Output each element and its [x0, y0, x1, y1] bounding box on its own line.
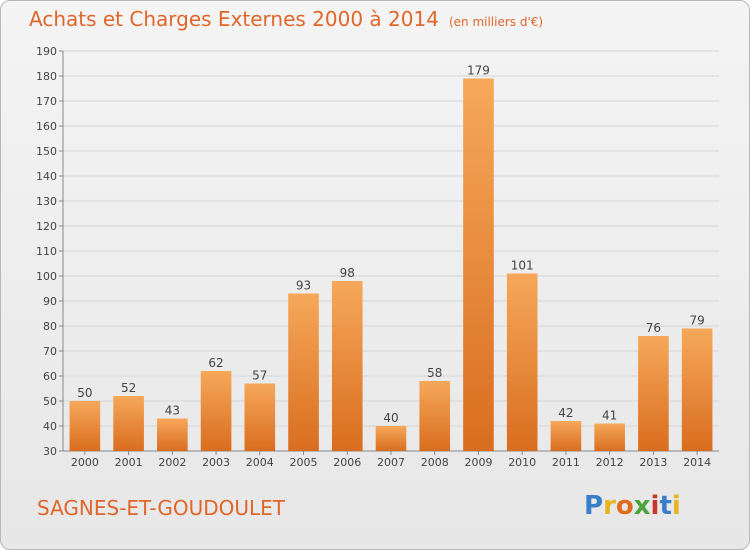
value-label: 79: [689, 314, 704, 328]
labels: 50 2000 52 2001 43 2002 62 2003 57 2004 93 2005 98 20…: [71, 64, 711, 470]
x-tick-label: 2012: [596, 456, 624, 469]
value-label: 93: [296, 279, 311, 293]
logo-letter: i: [650, 491, 660, 521]
value-label: 98: [340, 266, 355, 280]
y-tick-label: 50: [43, 395, 57, 408]
x-tick-label: 2002: [158, 456, 186, 469]
value-label: 101: [511, 259, 534, 273]
value-label: 40: [383, 411, 398, 425]
x-tick-label: 2004: [246, 456, 274, 469]
bar-2013: [638, 336, 669, 451]
bar-2012: [594, 423, 625, 451]
x-tick-label: 2008: [421, 456, 449, 469]
bars: [69, 78, 713, 451]
bar-2004: [244, 383, 276, 451]
bar-2007: [375, 426, 407, 451]
chart-unit: (en milliers d'€): [448, 15, 544, 29]
logo-letter: o: [615, 491, 634, 521]
bar-2000: [69, 401, 101, 451]
value-label: 42: [558, 406, 573, 420]
x-tick-label: 2007: [377, 456, 405, 469]
value-label: 62: [208, 356, 223, 370]
y-tick-label: 180: [36, 70, 57, 83]
y-tick-label: 120: [36, 220, 57, 233]
bar-2008: [419, 381, 451, 451]
logo-letter: P: [584, 491, 604, 521]
y-tick-label: 150: [36, 145, 57, 158]
value-label: 52: [121, 381, 136, 395]
logo-letter: x: [633, 491, 651, 521]
value-label: 57: [252, 369, 267, 383]
x-tick-label: 2000: [71, 456, 99, 469]
y-tick-label: 170: [36, 95, 57, 108]
y-tick-label: 100: [36, 270, 57, 283]
y-tick-label: 140: [36, 170, 57, 183]
value-label: 179: [467, 64, 490, 78]
value-label: 58: [427, 366, 442, 380]
logo-letter: r: [603, 491, 616, 521]
bar-2006: [331, 281, 363, 451]
chart-title-text: Achats et Charges Externes 2000 à 2014: [29, 7, 439, 31]
chart-title: Achats et Charges Externes 2000 à 2014 (e…: [29, 7, 543, 31]
x-tick-label: 2003: [202, 456, 230, 469]
x-tick-label: 2005: [290, 456, 318, 469]
y-tick-label: 160: [36, 120, 57, 133]
bar-2011: [550, 421, 582, 451]
gridlines: [63, 50, 719, 452]
x-tick-label: 2009: [464, 456, 492, 469]
logo-letter: i: [671, 491, 681, 521]
value-label: 43: [165, 404, 180, 418]
proxiti-logo: Proxiti: [584, 491, 681, 521]
x-tick-label: 2013: [639, 456, 667, 469]
x-tick-label: 2010: [508, 456, 536, 469]
bar-2003: [200, 371, 232, 451]
bar-2010: [506, 273, 538, 451]
y-tick-label: 60: [43, 370, 57, 383]
y-tick-label: 70: [43, 345, 57, 358]
bar-2009: [463, 78, 494, 451]
y-tick-label: 190: [36, 45, 57, 58]
logo-letter: t: [659, 491, 672, 521]
value-label: 76: [646, 321, 661, 335]
bar-2001: [113, 396, 144, 451]
value-label: 50: [77, 386, 92, 400]
x-tick-label: 2006: [333, 456, 361, 469]
bar-2014: [681, 328, 713, 451]
y-tick-label: 130: [36, 195, 57, 208]
y-tick-label: 110: [36, 245, 57, 258]
y-tick-label: 40: [43, 420, 57, 433]
y-tick-label: 80: [43, 320, 57, 333]
y-tick-label: 90: [43, 295, 57, 308]
y-tick-label: 30: [43, 445, 57, 458]
x-tick-label: 2011: [552, 456, 580, 469]
x-tick-label: 2001: [115, 456, 143, 469]
x-tick-label: 2014: [683, 456, 711, 469]
bar-2002: [157, 418, 188, 451]
location-name: SAGNES-ET-GOUDOULET: [37, 496, 286, 520]
bar-2005: [288, 293, 319, 451]
value-label: 41: [602, 409, 617, 423]
